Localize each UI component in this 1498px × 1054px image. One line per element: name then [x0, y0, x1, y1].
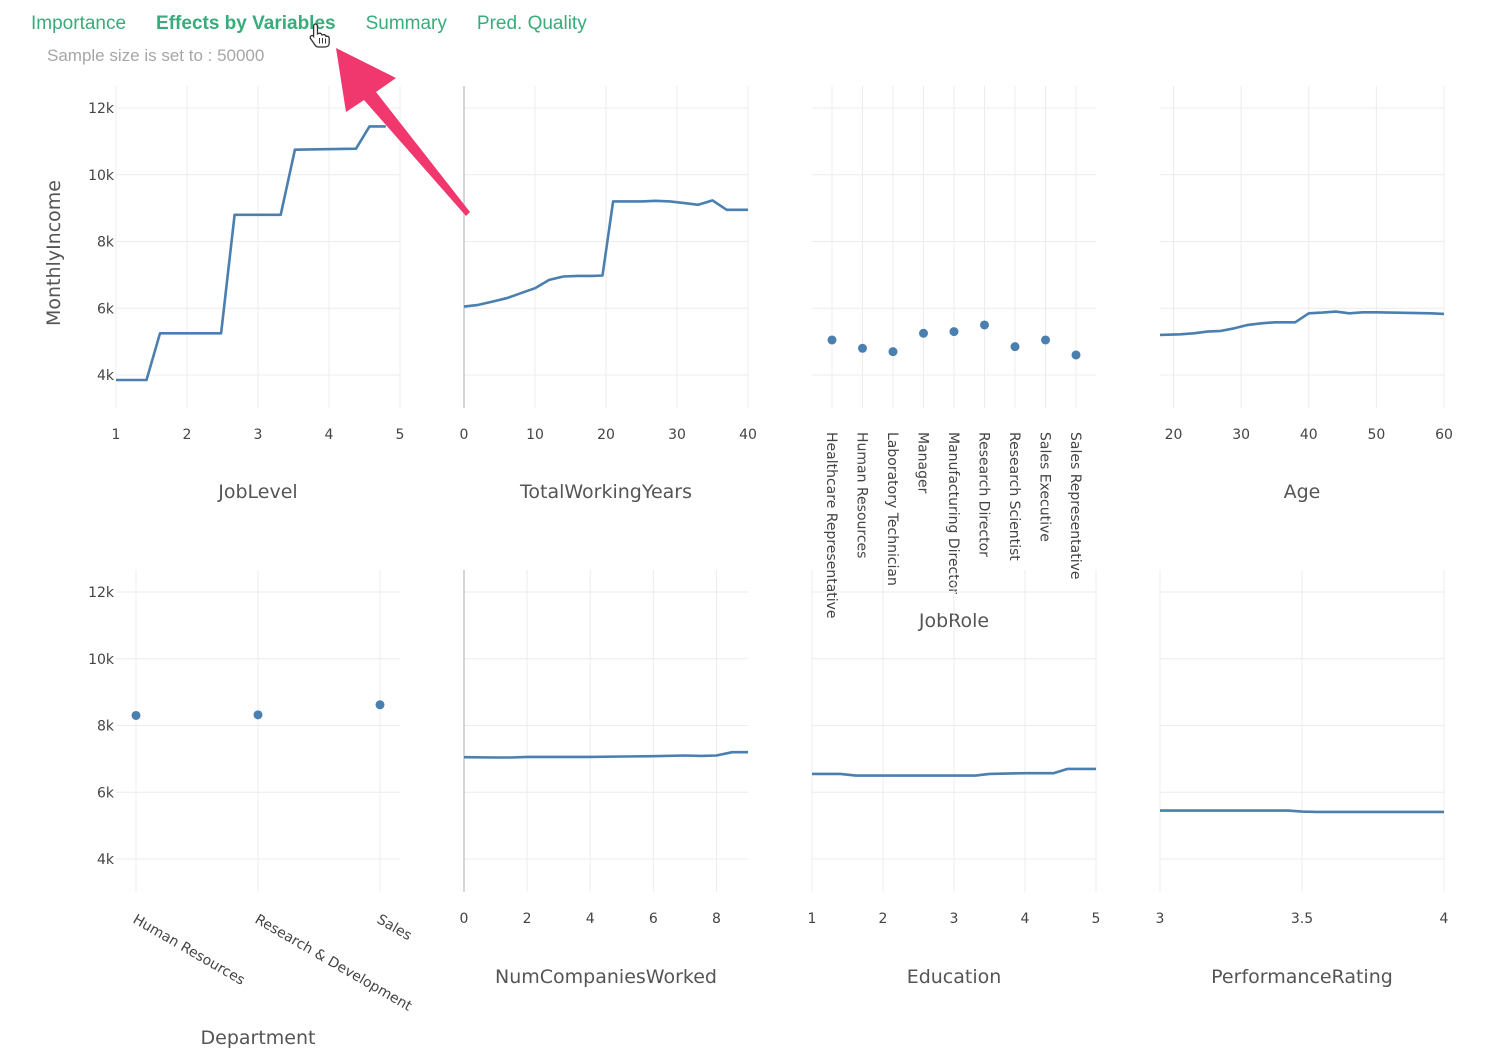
age-xtick-label: 40 — [1300, 427, 1318, 443]
department-data-point — [253, 710, 263, 720]
sample-size-note: Sample size is set to : 50000 — [47, 46, 265, 65]
performancerating-xtick-label: 3 — [1156, 911, 1165, 927]
education-xtick-label: 5 — [1092, 911, 1101, 927]
numcompaniesworked-xtick-label: 0 — [460, 911, 469, 927]
numcompaniesworked-axis-title: NumCompaniesWorked — [495, 966, 717, 988]
totalworkingyears-axis-title: TotalWorkingYears — [519, 481, 692, 503]
jobrole-data-point — [919, 328, 928, 338]
department-ytick-label: 8k — [97, 719, 115, 735]
jobrole-data-point — [1041, 335, 1050, 345]
jobrole-xtick-label: Sales Representative — [1067, 432, 1083, 580]
totalworkingyears-series-line — [463, 199, 748, 308]
age-xtick-label: 60 — [1435, 427, 1453, 443]
tab-summary[interactable]: Summary — [365, 13, 447, 34]
department-xtick-label: Human Resources — [130, 912, 247, 989]
jobrole-xtick-label: Human Resources — [854, 432, 870, 558]
jobrole-xtick-label: Manufacturing Director — [945, 432, 961, 594]
tab-pred-quality[interactable]: Pred. Quality — [476, 13, 587, 34]
joblevel-ytick-label: 6k — [97, 301, 115, 317]
department-data-point — [131, 710, 141, 720]
department-axis-title: Department — [201, 1027, 316, 1049]
jobrole-xtick-label: Research Director — [976, 432, 992, 557]
numcompaniesworked-xtick-label: 2 — [523, 911, 532, 927]
jobrole-data-point — [980, 320, 989, 330]
tab-importance[interactable]: Importance — [31, 13, 127, 34]
numcompaniesworked-xtick-label: 8 — [712, 911, 721, 927]
totalworkingyears-xtick-label: 40 — [739, 427, 757, 443]
jobrole-data-point — [888, 347, 898, 357]
department-ytick-label: 6k — [97, 785, 115, 801]
numcompaniesworked-series-line — [463, 750, 748, 759]
age-axis-title: Age — [1284, 481, 1321, 503]
department-ytick-label: 12k — [88, 585, 115, 601]
performancerating-xtick-label: 3.5 — [1291, 911, 1313, 927]
jobrole-data-point — [949, 327, 959, 337]
joblevel-ytick-label: 8k — [97, 235, 115, 251]
department-ytick-label: 10k — [88, 652, 115, 668]
tab-bar: Importance Effects by Variables Summary … — [31, 10, 617, 38]
joblevel-ytick-label: 4k — [97, 368, 115, 384]
joblevel-ytick-label: 12k — [88, 101, 115, 117]
joblevel-xtick-label: 1 — [112, 427, 121, 443]
department-ytick-label: 4k — [97, 852, 115, 868]
jobrole-xtick-label: Healthcare Representative — [823, 432, 839, 619]
jobrole-xtick-label: Research Scientist — [1006, 432, 1022, 561]
education-series-line — [812, 767, 1096, 777]
joblevel-xtick-label: 5 — [396, 427, 405, 443]
jobrole-data-point — [827, 335, 837, 345]
totalworkingyears-xtick-label: 30 — [668, 427, 686, 443]
joblevel-axis-title: JobLevel — [217, 481, 297, 503]
education-axis-title: Education — [907, 966, 1002, 988]
jobrole-data-point — [1071, 350, 1081, 360]
joblevel-xtick-label: 4 — [325, 427, 334, 443]
department-data-point — [375, 700, 385, 710]
age-xtick-label: 50 — [1367, 427, 1385, 443]
tab-effects-by-variables[interactable]: Effects by Variables — [156, 13, 336, 34]
joblevel-xtick-label: 2 — [183, 427, 192, 443]
jobrole-data-point — [858, 343, 867, 353]
joblevel-xtick-label: 3 — [254, 427, 263, 443]
totalworkingyears-xtick-label: 20 — [597, 427, 615, 443]
totalworkingyears-xtick-label: 10 — [526, 427, 544, 443]
jobrole-xtick-label: Manager — [915, 432, 931, 494]
age-series-line — [1159, 310, 1445, 337]
numcompaniesworked-xtick-label: 4 — [586, 911, 595, 927]
age-xtick-label: 30 — [1232, 427, 1250, 443]
education-xtick-label: 3 — [950, 911, 959, 927]
jobrole-xtick-label: Laboratory Technician — [884, 432, 900, 586]
education-xtick-label: 2 — [879, 911, 888, 927]
numcompaniesworked-xtick-label: 6 — [649, 911, 658, 927]
joblevel-series-line — [116, 125, 386, 382]
totalworkingyears-xtick-label: 0 — [460, 427, 469, 443]
jobrole-xtick-label: Sales Executive — [1037, 432, 1053, 542]
department-xtick-label: Sales — [374, 912, 414, 944]
performancerating-axis-title: PerformanceRating — [1211, 966, 1393, 988]
performancerating-xtick-label: 4 — [1440, 911, 1449, 927]
joblevel-ytick-label: 10k — [88, 168, 115, 184]
jobrole-data-point — [1010, 342, 1020, 352]
age-xtick-label: 20 — [1165, 427, 1183, 443]
education-xtick-label: 1 — [808, 911, 817, 927]
education-xtick-label: 4 — [1021, 911, 1030, 927]
performancerating-series-line — [1160, 809, 1444, 814]
y-axis-title: MonthlyIncome — [43, 180, 65, 326]
